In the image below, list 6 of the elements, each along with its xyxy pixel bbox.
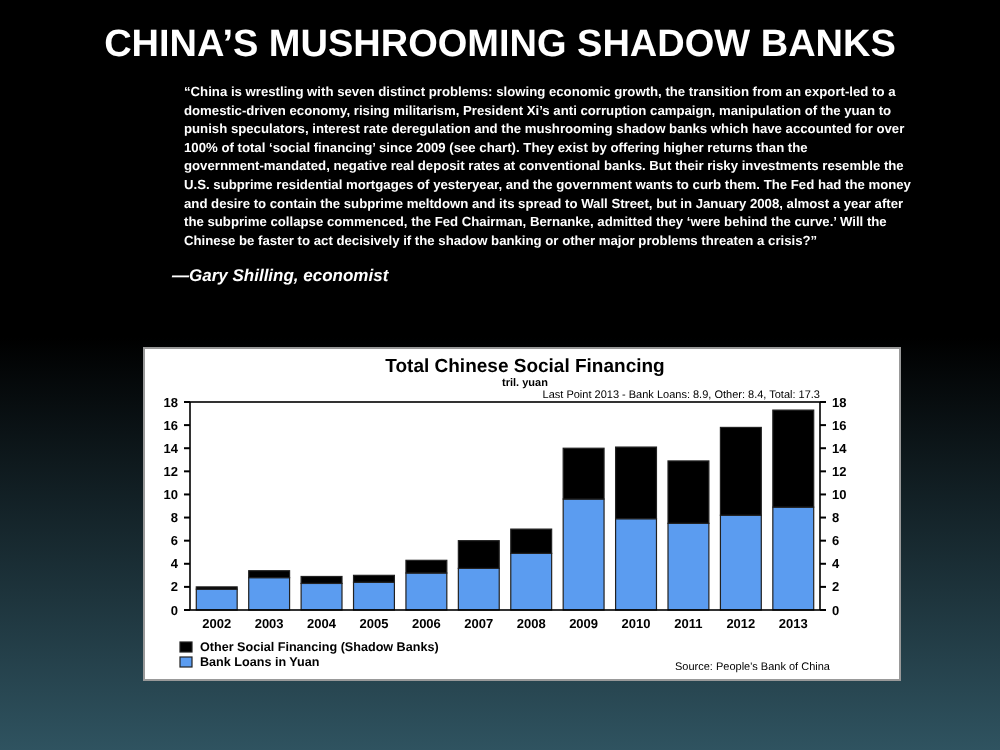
bar <box>300 582 343 611</box>
bar <box>352 581 396 611</box>
text: CHINA’S MUSHROOMING SHADOW BANKS <box>104 24 896 66</box>
text: —Gary Shilling, economist <box>170 265 391 286</box>
bar <box>248 577 291 611</box>
chart-title: Total Chinese Social Financing <box>385 356 666 378</box>
